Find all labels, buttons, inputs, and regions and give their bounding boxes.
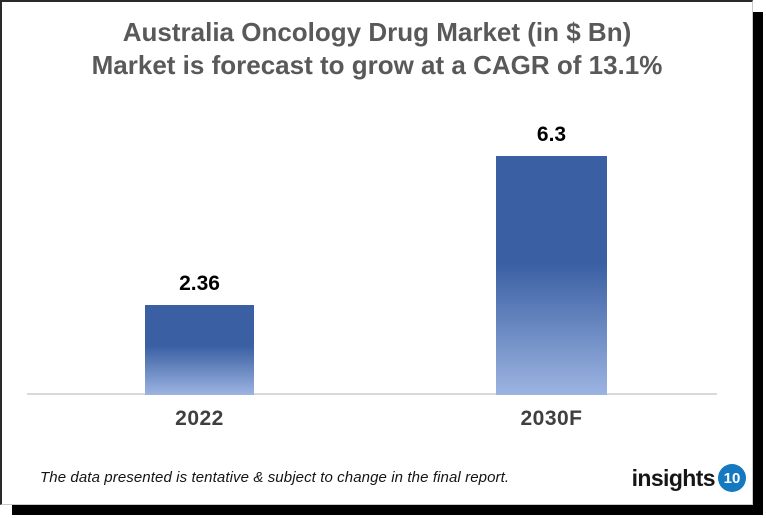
logo-wordmark: insights (631, 464, 716, 491)
logo-10-badge-icon: 10 (718, 464, 746, 492)
value-label-2030f: 6.3 (536, 123, 567, 146)
value-label-2022: 2.36 (179, 272, 220, 295)
bar-2030f: 6.3 2030F (496, 123, 607, 430)
category-label-2022: 2022 (175, 407, 224, 430)
bar-2022: 2.36 2022 (145, 272, 254, 430)
x-axis-line (27, 393, 717, 395)
category-label-2030f: 2030F (520, 407, 583, 430)
chart-subtitle-line2: Market is forecast to grow at a CAGR of … (91, 50, 663, 80)
chart-title-line1: Australia Oncology Drug Market (in $ Bn) (122, 17, 632, 47)
insights10-logo: insights 10 (632, 464, 746, 492)
chart-card: Australia Oncology Drug Market (in $ Bn)… (0, 0, 753, 505)
chart-title: Australia Oncology Drug Market (in $ Bn)… (2, 16, 752, 82)
disclaimer-text: The data presented is tentative & subjec… (40, 469, 510, 486)
